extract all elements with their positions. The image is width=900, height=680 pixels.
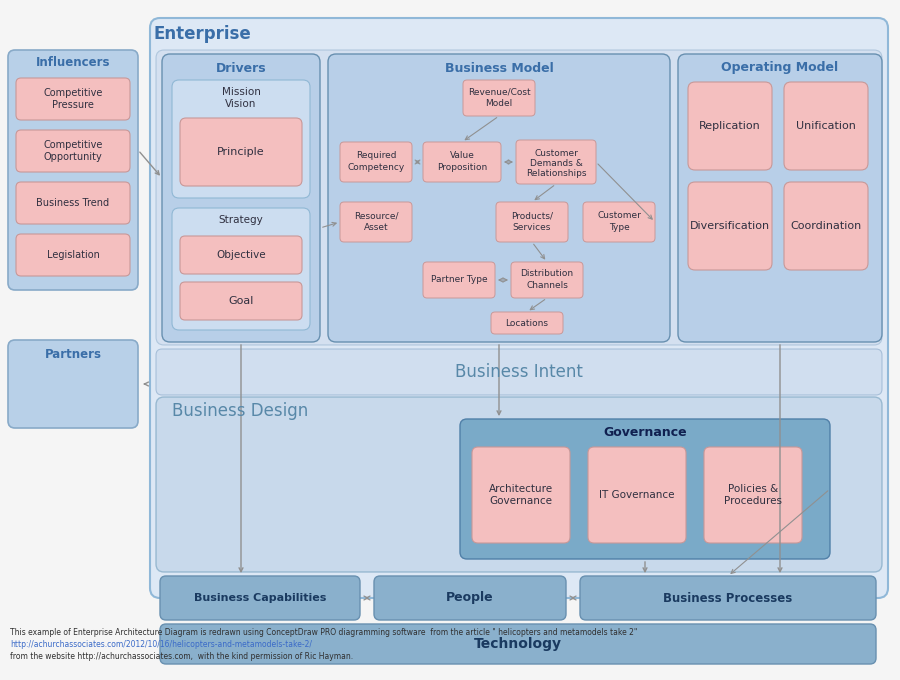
Text: Operating Model: Operating Model: [722, 61, 839, 75]
FancyBboxPatch shape: [180, 282, 302, 320]
FancyBboxPatch shape: [580, 576, 876, 620]
Text: http://achurchassociates.com/2012/10/16/helicopters-and-metamodels-take-2/: http://achurchassociates.com/2012/10/16/…: [10, 640, 312, 649]
FancyBboxPatch shape: [704, 447, 802, 543]
FancyBboxPatch shape: [180, 118, 302, 186]
FancyBboxPatch shape: [340, 142, 412, 182]
Text: Business Design: Business Design: [172, 402, 308, 420]
Text: Value: Value: [450, 150, 474, 160]
FancyBboxPatch shape: [423, 142, 501, 182]
Text: Customer: Customer: [597, 211, 641, 220]
Text: Objective: Objective: [216, 250, 266, 260]
Text: Channels: Channels: [526, 282, 568, 290]
FancyBboxPatch shape: [160, 624, 876, 664]
Text: Business Trend: Business Trend: [36, 198, 110, 208]
FancyBboxPatch shape: [16, 182, 130, 224]
Text: Replication: Replication: [699, 121, 760, 131]
Text: Partners: Partners: [44, 348, 102, 362]
Text: Business Intent: Business Intent: [455, 363, 583, 381]
FancyBboxPatch shape: [328, 54, 670, 342]
Text: Services: Services: [513, 224, 551, 233]
FancyBboxPatch shape: [156, 349, 882, 395]
Text: Architecture
Governance: Architecture Governance: [489, 484, 554, 506]
Text: Model: Model: [485, 99, 513, 109]
Text: This example of Enterprise Architecture Diagram is redrawn using ConceptDraw PRO: This example of Enterprise Architecture …: [10, 628, 637, 637]
FancyBboxPatch shape: [162, 54, 320, 342]
Text: Locations: Locations: [506, 318, 548, 328]
FancyBboxPatch shape: [156, 397, 882, 572]
Text: Mission: Mission: [221, 87, 260, 97]
FancyBboxPatch shape: [8, 340, 138, 428]
FancyBboxPatch shape: [160, 576, 360, 620]
Text: Policies &
Procedures: Policies & Procedures: [724, 484, 782, 506]
Text: Diversification: Diversification: [690, 221, 770, 231]
Text: Principle: Principle: [217, 147, 265, 157]
FancyBboxPatch shape: [374, 576, 566, 620]
FancyBboxPatch shape: [784, 82, 868, 170]
Text: Competency: Competency: [347, 163, 405, 173]
Text: Demands &: Demands &: [529, 158, 582, 167]
FancyBboxPatch shape: [511, 262, 583, 298]
FancyBboxPatch shape: [496, 202, 568, 242]
Text: Strategy: Strategy: [219, 215, 264, 225]
FancyBboxPatch shape: [180, 236, 302, 274]
Text: Customer: Customer: [534, 148, 578, 158]
Text: Required: Required: [356, 152, 396, 160]
FancyBboxPatch shape: [16, 78, 130, 120]
FancyBboxPatch shape: [678, 54, 882, 342]
FancyBboxPatch shape: [16, 234, 130, 276]
FancyBboxPatch shape: [688, 82, 772, 170]
Text: Governance: Governance: [603, 426, 687, 439]
FancyBboxPatch shape: [150, 18, 888, 598]
FancyBboxPatch shape: [472, 447, 570, 543]
Text: Competitive
Opportunity: Competitive Opportunity: [43, 140, 103, 162]
FancyBboxPatch shape: [463, 80, 535, 116]
Text: Partner Type: Partner Type: [431, 275, 487, 284]
Text: Legislation: Legislation: [47, 250, 99, 260]
Text: Business Model: Business Model: [445, 61, 554, 75]
Text: Business Processes: Business Processes: [663, 592, 793, 605]
FancyBboxPatch shape: [588, 447, 686, 543]
Text: Goal: Goal: [229, 296, 254, 306]
FancyBboxPatch shape: [172, 80, 310, 198]
FancyBboxPatch shape: [340, 202, 412, 242]
Text: Revenue/Cost: Revenue/Cost: [468, 88, 530, 97]
Text: Influencers: Influencers: [36, 56, 110, 69]
FancyBboxPatch shape: [172, 208, 310, 330]
Text: People: People: [446, 592, 494, 605]
FancyBboxPatch shape: [423, 262, 495, 298]
Text: Drivers: Drivers: [216, 61, 266, 75]
FancyBboxPatch shape: [460, 419, 830, 559]
Text: Products/: Products/: [511, 211, 553, 220]
Text: Business Capabilities: Business Capabilities: [194, 593, 326, 603]
Text: Vision: Vision: [225, 99, 256, 109]
Text: Coordination: Coordination: [790, 221, 861, 231]
FancyBboxPatch shape: [516, 140, 596, 184]
FancyBboxPatch shape: [688, 182, 772, 270]
Text: Proposition: Proposition: [436, 163, 487, 171]
FancyBboxPatch shape: [8, 50, 138, 290]
FancyBboxPatch shape: [156, 50, 882, 345]
Text: IT Governance: IT Governance: [599, 490, 675, 500]
Text: Unification: Unification: [796, 121, 856, 131]
Text: Technology: Technology: [474, 637, 562, 651]
Text: Competitive
Pressure: Competitive Pressure: [43, 88, 103, 109]
FancyBboxPatch shape: [16, 130, 130, 172]
Text: from the website http://achurchassociates.com,  with the kind permission of Ric : from the website http://achurchassociate…: [10, 652, 353, 661]
FancyBboxPatch shape: [583, 202, 655, 242]
Text: Enterprise: Enterprise: [153, 25, 251, 43]
FancyBboxPatch shape: [784, 182, 868, 270]
FancyBboxPatch shape: [491, 312, 563, 334]
Text: Distribution: Distribution: [520, 269, 573, 279]
Text: Resource/: Resource/: [354, 211, 398, 220]
Text: Relationships: Relationships: [526, 169, 586, 177]
Text: Type: Type: [608, 224, 629, 233]
Text: Asset: Asset: [364, 224, 388, 233]
